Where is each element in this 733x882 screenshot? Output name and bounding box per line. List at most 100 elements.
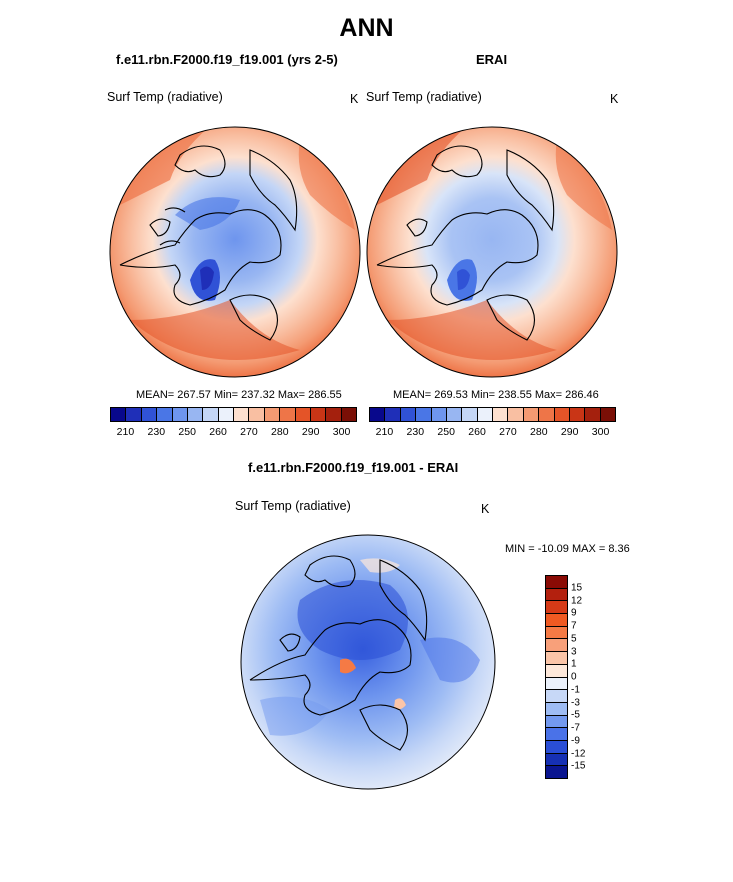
panel-model-colorbar-tick-label: 230	[147, 426, 166, 438]
difference-colorbar-tick-label: -15	[571, 760, 586, 772]
panel-obs-colorbar-swatch	[370, 408, 386, 421]
panel-model-colorbar-swatch	[326, 408, 342, 421]
panel-model-colorbar-swatch	[295, 408, 311, 421]
difference-colorbar-tick-label: 12	[571, 595, 583, 606]
difference-colorbar-tick-label: -7	[571, 722, 580, 734]
panel-model-polar-map	[109, 126, 361, 378]
panel-obs-colorbar-swatch	[431, 408, 447, 421]
panel-obs-colorbar-swatch	[493, 408, 509, 421]
panel-obs-colorbar-swatch	[539, 408, 555, 421]
difference-colorbar-swatch	[546, 614, 567, 627]
panel-model-colorbar-swatch	[141, 408, 158, 421]
panel-model-colorbar-tick-label: 250	[178, 426, 196, 438]
panel-obs-colorbar-tick-label: 250	[437, 426, 455, 438]
panel-obs-colorbar-swatch	[554, 408, 570, 421]
panel-obs-colorbar-tick-label: 290	[560, 426, 579, 438]
panel-obs-colorbar	[369, 407, 616, 422]
panel-obs-colorbar-swatch	[585, 408, 601, 421]
difference-colorbar-tick-label: -12	[571, 748, 586, 759]
difference-min-max: MIN = -10.09 MAX = 8.36	[505, 543, 630, 555]
panel-model-colorbar-ticks: 210 230 250 260 270 280 290 300	[110, 426, 357, 440]
panel-model-variable-label: Surf Temp (radiative)	[107, 90, 223, 104]
difference-colorbar	[545, 575, 568, 779]
panel-model-colorbar-swatch	[203, 408, 219, 421]
difference-colorbar-swatch	[546, 601, 567, 615]
panel-model-colorbar-tick-label: 300	[332, 426, 351, 438]
panel-obs-colorbar-tick-label: 280	[530, 426, 548, 438]
panel-obs-colorbar-swatch	[462, 408, 478, 421]
panel-model-colorbar-swatch	[249, 408, 265, 421]
difference-colorbar-swatch	[546, 715, 567, 729]
difference-colorbar-tick-label: 1	[571, 658, 577, 670]
panel-model-colorbar-tick-label: 210	[116, 426, 135, 438]
panel-model-case-name: f.e11.rbn.F2000.f19_f19.001 (yrs 2-5)	[116, 52, 338, 67]
panel-model-colorbar-swatch	[264, 408, 281, 421]
panel-model-colorbar-swatch	[234, 408, 250, 421]
panel-obs-colorbar-swatch	[477, 408, 493, 421]
panel-obs-colorbar-ticks: 210 230 250 260 270 280 290 300	[369, 426, 616, 440]
difference-colorbar-swatch	[546, 702, 567, 716]
panel-obs-colorbar-swatch	[523, 408, 540, 421]
difference-colorbar-swatch	[546, 664, 567, 678]
panel-obs-colorbar-tick-label: 270	[499, 426, 517, 438]
panel-obs-colorbar-tick-label: 210	[375, 426, 394, 438]
panel-model-colorbar-swatch	[280, 408, 296, 421]
difference-colorbar-swatch	[546, 677, 567, 691]
panel-model-colorbar-tick-label: 290	[301, 426, 320, 438]
panel-model-colorbar-swatch	[187, 408, 204, 421]
difference-colorbar-tick-label: -9	[571, 735, 580, 747]
difference-colorbar-swatch	[546, 728, 567, 741]
difference-units-label: K	[481, 502, 490, 516]
difference-colorbar-swatch	[546, 740, 567, 754]
difference-colorbar-tick-label: 5	[571, 633, 577, 645]
panel-obs-colorbar-swatch	[446, 408, 463, 421]
difference-colorbar-tick-label: 0	[571, 671, 577, 683]
difference-colorbar-swatch	[546, 576, 567, 589]
panel-obs-colorbar-tick-label: 300	[591, 426, 610, 438]
panel-model-colorbar	[110, 407, 357, 422]
panel-model-colorbar-swatch	[172, 408, 188, 421]
difference-colorbar-swatch	[546, 626, 567, 640]
difference-colorbar-tick-label: 7	[571, 620, 577, 632]
difference-colorbar-swatch	[546, 639, 567, 653]
panel-obs-colorbar-swatch	[600, 408, 615, 421]
panel-obs-colorbar-swatch	[508, 408, 524, 421]
panel-model-colorbar-tick-label: 270	[240, 426, 258, 438]
difference-polar-map	[240, 534, 496, 790]
panel-model-colorbar-swatch	[218, 408, 234, 421]
panel-obs-colorbar-swatch	[416, 408, 432, 421]
panel-model-colorbar-swatch	[111, 408, 127, 421]
difference-colorbar-tick-label: -1	[571, 684, 580, 696]
panel-model-colorbar-tick-label: 280	[271, 426, 289, 438]
plot-title: ANN	[339, 14, 394, 42]
difference-colorbar-tick-label: 3	[571, 646, 577, 657]
panel-model-colorbar-swatch	[157, 408, 173, 421]
panel-obs-colorbar-tick-label: 260	[468, 426, 486, 438]
panel-obs-colorbar-tick-label: 230	[406, 426, 425, 438]
difference-colorbar-tick-label: -3	[571, 697, 580, 708]
difference-colorbar-tick-label: 15	[571, 582, 583, 594]
panel-obs-colorbar-swatch	[569, 408, 586, 421]
difference-title: f.e11.rbn.F2000.f19_f19.001 - ERAI	[248, 460, 459, 475]
panel-obs-units-label: K	[610, 92, 619, 106]
panel-model-colorbar-tick-label: 260	[209, 426, 227, 438]
panel-obs-colorbar-swatch	[400, 408, 417, 421]
difference-colorbar-ticks: 15 12 9 7 5 3 1 0 -1 -3 -5 -7 -9 -12 -15	[571, 575, 601, 779]
panel-model-colorbar-swatch	[310, 408, 327, 421]
panel-obs-polar-map	[366, 126, 618, 378]
panel-obs-case-name: ERAI	[476, 52, 508, 67]
panel-model-units-label: K	[350, 92, 359, 106]
difference-colorbar-swatch	[546, 766, 567, 778]
difference-colorbar-swatch	[546, 753, 567, 767]
difference-colorbar-tick-label: 9	[571, 607, 577, 619]
panel-obs-variable-label: Surf Temp (radiative)	[366, 90, 482, 104]
difference-colorbar-swatch	[546, 690, 567, 703]
difference-colorbar-tick-label: -5	[571, 709, 580, 721]
panel-model-colorbar-swatch	[341, 408, 356, 421]
panel-obs-colorbar-swatch	[385, 408, 401, 421]
difference-variable-label: Surf Temp (radiative)	[235, 499, 351, 513]
panel-obs-stats: MEAN= 269.53 Min= 238.55 Max= 286.46	[393, 389, 599, 401]
difference-colorbar-swatch	[546, 652, 567, 665]
panel-model-colorbar-swatch	[126, 408, 142, 421]
